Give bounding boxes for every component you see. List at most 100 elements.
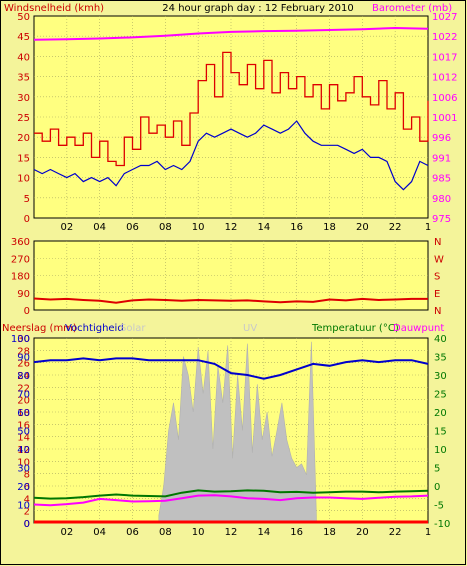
- y-tick-label-rain: 26: [17, 359, 30, 370]
- x-tick-label: 18: [323, 527, 336, 538]
- x-tick-label: 10: [192, 527, 205, 538]
- y-tick-label-rain: 28: [17, 346, 30, 357]
- x-tick-label: 08: [159, 527, 172, 538]
- y-tick-label-wind: 50: [17, 12, 30, 23]
- y-tick-label-rain: 10: [17, 457, 30, 468]
- y-tick-label-temperature: 20: [434, 408, 447, 419]
- y-tick-label-humidity: 20: [17, 482, 30, 493]
- y-tick-label-rain: 8: [24, 470, 30, 481]
- y-tick-label-humidity: 30: [17, 464, 30, 475]
- y-tick-label-barometer: 1006: [432, 93, 457, 104]
- x-tick-label: 18: [323, 222, 336, 233]
- x-tick-label: 12: [225, 222, 238, 233]
- y-tick-label-temperature: -10: [434, 519, 450, 530]
- barometer-line: [33, 26, 429, 41]
- x-tick-label: 06: [126, 527, 139, 538]
- y-tick-label-barometer: 980: [432, 194, 451, 205]
- y-tick-label-humidity: 70: [17, 390, 30, 401]
- x-tick-label: 20: [356, 527, 369, 538]
- y-tick-label-rain: 12: [17, 445, 30, 456]
- y-tick-label-wind: 10: [17, 174, 30, 185]
- y-tick-label-humidity: 10: [17, 501, 30, 512]
- barometer-axis-label: Barometer (mb): [372, 3, 452, 14]
- y-tick-label-direction: 0: [24, 306, 30, 317]
- y-tick-label-wind: 45: [17, 32, 30, 43]
- wind-axis-label: Windsnelheid (kmh): [4, 3, 104, 14]
- y-tick-label-temperature: 25: [434, 390, 447, 401]
- compass-tick-label: S: [434, 272, 440, 283]
- y-tick-label-wind: 0: [24, 214, 30, 225]
- x-tick-label: 04: [93, 222, 106, 233]
- x-tick-label: 04: [93, 527, 106, 538]
- y-tick-label-rain: 6: [24, 482, 30, 493]
- y-tick-label-rain: 14: [17, 433, 30, 444]
- y-tick-label-wind: 20: [17, 133, 30, 144]
- chart-title: 24 hour graph day : 12 February 2010: [162, 3, 353, 14]
- x-tick-label: 14: [257, 222, 270, 233]
- x-tick-label: 02: [60, 222, 73, 233]
- y-tick-label-wind: 35: [17, 73, 30, 84]
- y-tick-label-rain: 20: [17, 396, 30, 407]
- x-tick-label: 12: [225, 527, 238, 538]
- y-tick-label-humidity: 60: [17, 408, 30, 419]
- y-tick-label-barometer: 1001: [432, 113, 457, 124]
- x-tick-label: 16: [290, 222, 303, 233]
- y-tick-label-humidity: 80: [17, 371, 30, 382]
- y-tick-label-rain: 0: [24, 519, 30, 530]
- y-tick-label-temperature: -5: [434, 501, 444, 512]
- y-tick-label-barometer: 1022: [432, 32, 457, 43]
- y-tick-label-humidity: 100: [11, 334, 30, 345]
- x-tick-label: 22: [389, 222, 402, 233]
- x-tick-label: 10: [192, 222, 205, 233]
- y-tick-label-temperature: 0: [434, 482, 440, 493]
- legend-temperature: Temperatuur (°C): [311, 323, 399, 334]
- y-tick-label-temperature: 30: [434, 371, 447, 382]
- x-tick-label: 1: [425, 527, 431, 538]
- y-tick-label-wind: 15: [17, 153, 30, 164]
- y-tick-label-barometer: 1027: [432, 12, 457, 23]
- y-tick-label-rain: 4: [24, 494, 30, 505]
- y-tick-label-barometer: 991: [432, 153, 451, 164]
- wind-direction-line: [33, 297, 428, 304]
- y-tick-label-wind: 30: [17, 93, 30, 104]
- x-tick-label: 20: [356, 222, 369, 233]
- x-tick-label: 08: [159, 222, 172, 233]
- legend-uv: UV: [243, 323, 257, 334]
- compass-tick-label: N: [434, 306, 441, 317]
- legend-rain: Neerslag (mm): [2, 323, 77, 334]
- y-tick-label-temperature: 35: [434, 353, 447, 364]
- temperature-line: [33, 489, 429, 500]
- y-tick-label-direction: 180: [11, 272, 30, 283]
- y-tick-label-humidity: 0: [24, 519, 30, 530]
- y-tick-label-rain: 16: [17, 420, 30, 431]
- y-tick-label-rain: 22: [17, 383, 30, 394]
- legend-humidity: Vochtigheid: [65, 323, 124, 334]
- x-tick-label: 06: [126, 222, 139, 233]
- y-tick-label-wind: 5: [24, 194, 30, 205]
- legend-solar: Solar: [120, 323, 146, 334]
- compass-tick-label: E: [434, 289, 440, 300]
- wind-average-line: [33, 120, 429, 191]
- y-tick-label-temperature: 5: [434, 464, 440, 475]
- legend-dewpoint: Dauwpunt: [393, 323, 444, 334]
- wind-gust-line: [34, 51, 429, 167]
- y-tick-label-barometer: 996: [432, 133, 451, 144]
- y-tick-label-barometer: 1012: [432, 73, 457, 84]
- humidity-line: [33, 357, 429, 380]
- y-tick-label-direction: 360: [11, 237, 30, 248]
- compass-tick-label: W: [434, 254, 444, 265]
- y-tick-label-wind: 25: [17, 113, 30, 124]
- y-tick-label-rain: 30: [17, 334, 30, 345]
- y-tick-label-rain: 18: [17, 408, 30, 419]
- y-tick-label-humidity: 90: [17, 353, 30, 364]
- dewpoint-line: [33, 494, 429, 507]
- y-tick-label-temperature: 10: [434, 445, 447, 456]
- y-tick-label-humidity: 40: [17, 445, 30, 456]
- y-tick-label-direction: 270: [11, 254, 30, 265]
- y-tick-label-temperature: 15: [434, 427, 447, 438]
- y-tick-label-barometer: 975: [432, 214, 451, 225]
- y-tick-label-rain: 2: [24, 507, 30, 518]
- y-tick-label-temperature: 40: [434, 334, 447, 345]
